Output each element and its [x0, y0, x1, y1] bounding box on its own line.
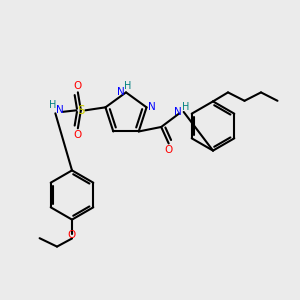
Text: H: H — [182, 102, 189, 112]
Text: S: S — [77, 104, 85, 117]
Text: O: O — [68, 230, 76, 240]
Text: O: O — [165, 145, 173, 155]
Text: N: N — [148, 102, 156, 112]
Text: N: N — [56, 105, 64, 115]
Text: O: O — [74, 130, 82, 140]
Text: N: N — [174, 107, 182, 117]
Text: H: H — [124, 81, 132, 91]
Text: H: H — [49, 100, 56, 110]
Text: O: O — [74, 81, 82, 91]
Text: N: N — [117, 87, 124, 97]
